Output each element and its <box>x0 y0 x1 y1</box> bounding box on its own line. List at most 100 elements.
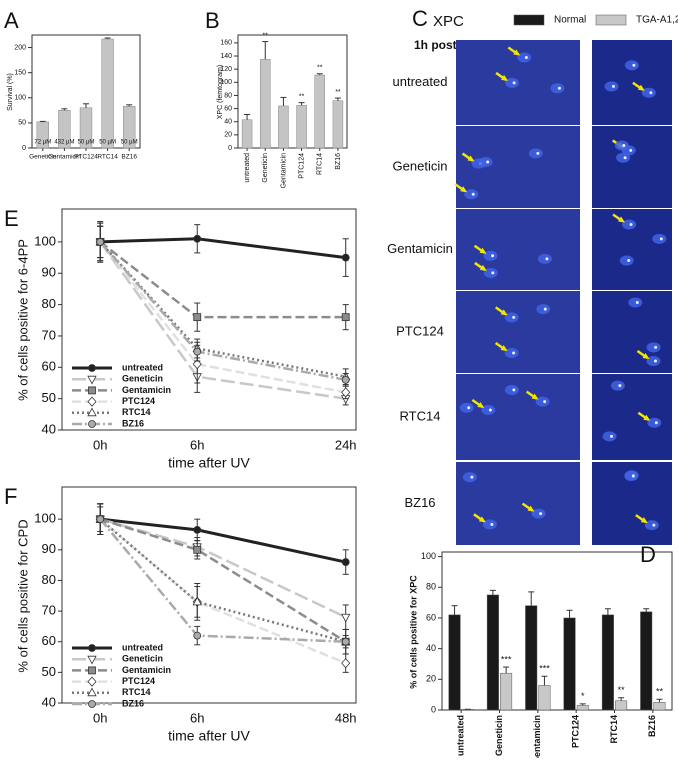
y-tick-label: 60 <box>426 612 436 622</box>
bar <box>538 685 551 711</box>
foci <box>512 388 516 392</box>
y-tick-label: 200 <box>14 44 26 51</box>
nucleus <box>504 312 519 323</box>
x-axis-label: time after UV <box>168 728 250 744</box>
arrow-head <box>477 401 485 408</box>
series-line <box>100 237 346 260</box>
x-tick-label: Gentamicin <box>532 715 542 758</box>
series-line <box>99 518 347 643</box>
series-line <box>99 241 346 378</box>
x-tick-label: 6h <box>190 710 204 725</box>
arrow-head <box>479 247 487 254</box>
nucleus <box>624 60 639 71</box>
marker <box>88 700 96 708</box>
nucleus <box>646 342 661 353</box>
marker <box>193 545 202 554</box>
marker <box>341 375 350 384</box>
series-line <box>99 241 346 400</box>
legend-label: Gentamicin <box>122 385 171 395</box>
x-axis-label: time after UV <box>168 455 250 471</box>
annotation: ** <box>299 94 305 101</box>
micrograph <box>592 126 672 208</box>
arrow-head <box>513 49 521 56</box>
foci <box>654 345 658 349</box>
y-tick-label: 160 <box>220 40 232 47</box>
y-tick-label: 60 <box>224 105 232 112</box>
bar <box>601 614 614 711</box>
foci <box>632 63 636 67</box>
y-tick-label: 80 <box>42 296 56 311</box>
micrograph <box>456 374 580 460</box>
legend-label: PTC124 <box>122 396 155 406</box>
marker <box>96 238 105 246</box>
y-axis-label: XPC (femtogram) <box>217 65 224 119</box>
marker <box>341 387 351 398</box>
bar <box>101 38 114 149</box>
x-tick-label: RTC14 <box>609 715 619 744</box>
arrow-head <box>478 516 486 523</box>
row-label: BZ16 <box>404 495 435 510</box>
y-tick-label: 40 <box>224 119 232 126</box>
nucleus <box>616 152 631 163</box>
row-label: PTC124 <box>396 323 444 338</box>
annotation: ** <box>317 65 323 72</box>
y-tick-label: 90 <box>42 541 56 556</box>
nucleus <box>478 156 493 167</box>
bar <box>486 594 499 711</box>
legend-label: BZ16 <box>122 418 144 428</box>
y-axis-label: % of cells positive for XPC <box>408 575 418 689</box>
nucleus <box>531 508 546 519</box>
foci <box>652 523 656 527</box>
x-tick-label: PTC124 <box>298 153 305 179</box>
micrograph <box>456 291 580 373</box>
plot-frame <box>61 486 357 704</box>
nucleus <box>628 297 643 308</box>
y-tick-label: 70 <box>42 327 56 342</box>
row-label: untreated <box>393 74 448 89</box>
arrow-head <box>643 414 651 421</box>
bar <box>563 617 576 711</box>
panel-letter: A <box>4 8 19 33</box>
nucleus <box>483 250 498 261</box>
foci <box>536 151 540 155</box>
panel-letter: C <box>412 6 428 31</box>
annotation: ** <box>263 32 269 39</box>
arrow-head <box>640 517 648 524</box>
x-tick-label: PTC124 <box>571 715 581 748</box>
marker <box>87 687 97 697</box>
x-tick-label: 6h <box>190 437 204 452</box>
y-tick-label: 40 <box>42 421 56 436</box>
foci <box>654 421 658 425</box>
foci <box>543 400 547 404</box>
marker <box>341 613 351 623</box>
legend-label: untreated <box>122 362 163 372</box>
nucleus <box>504 384 519 395</box>
micrograph <box>456 209 580 290</box>
marker <box>193 347 202 356</box>
foci <box>491 271 495 275</box>
legend-label: RTC14 <box>122 687 151 697</box>
y-tick-label: 60 <box>42 359 56 374</box>
foci <box>622 144 626 148</box>
arrow-head <box>501 74 509 81</box>
nucleus <box>504 347 519 358</box>
y-tick-label: 80 <box>426 582 436 592</box>
y-tick-label: 50 <box>42 664 56 679</box>
y-tick-label: 100 <box>34 233 56 248</box>
x-tick-label: 24h <box>335 437 357 452</box>
row-label: Gentamicin <box>387 241 453 256</box>
foci <box>545 257 549 261</box>
x-tick-label: Geneticin <box>494 715 504 756</box>
x-tick-label: PTC124 <box>74 154 98 161</box>
plot-frame <box>61 208 357 431</box>
foci <box>623 156 627 160</box>
annotation: *** <box>501 654 512 664</box>
series-line <box>100 517 347 564</box>
y-tick-label: 70 <box>42 603 56 618</box>
nucleus <box>647 417 662 428</box>
nucleus <box>459 402 474 413</box>
legend-label: BZ16 <box>122 698 144 708</box>
foci <box>491 254 495 258</box>
nucleus <box>652 233 667 244</box>
